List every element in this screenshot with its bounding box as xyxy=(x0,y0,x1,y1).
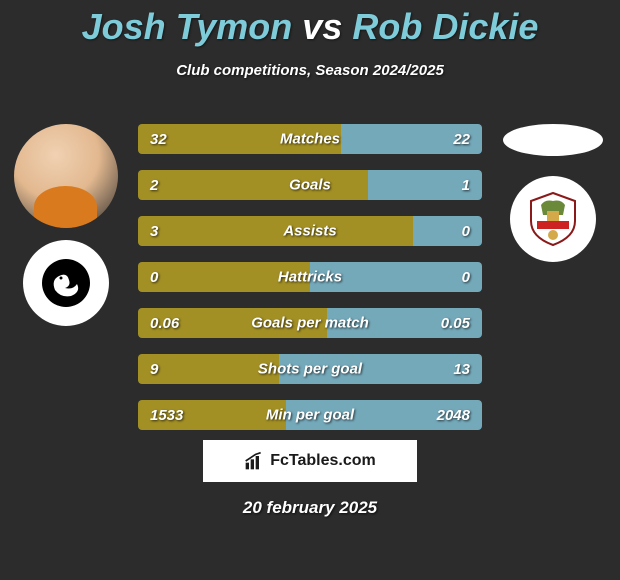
stat-right-value: 1 xyxy=(462,177,470,194)
stat-left-value: 3 xyxy=(150,223,158,240)
season-subtitle: Club competitions, Season 2024/2025 xyxy=(0,62,620,79)
stat-left-value: 0.06 xyxy=(150,315,179,332)
stat-row: 2 1 Goals xyxy=(138,170,482,200)
crest-icon xyxy=(525,191,581,247)
stat-row: 9 13 Shots per goal xyxy=(138,354,482,384)
player1-name: Josh Tymon xyxy=(82,6,293,47)
stat-label: Matches xyxy=(280,131,340,148)
stat-label: Goals xyxy=(289,177,331,194)
left-column xyxy=(8,124,123,326)
stat-left-value: 1533 xyxy=(150,407,183,424)
player1-photo xyxy=(14,124,118,228)
stat-left-value: 2 xyxy=(150,177,158,194)
stat-right-value: 0 xyxy=(462,269,470,286)
stat-row: 0 0 Hattricks xyxy=(138,262,482,292)
stat-label: Min per goal xyxy=(266,407,354,424)
swan-icon xyxy=(41,258,91,308)
player1-club-logo xyxy=(23,240,109,326)
stat-row: 3 0 Assists xyxy=(138,216,482,246)
chart-icon xyxy=(244,451,264,471)
stat-label: Assists xyxy=(283,223,336,240)
stat-row: 32 22 Matches xyxy=(138,124,482,154)
stat-left-value: 0 xyxy=(150,269,158,286)
stat-label: Hattricks xyxy=(278,269,342,286)
stat-row: 1533 2048 Min per goal xyxy=(138,400,482,430)
stat-left-value: 9 xyxy=(150,361,158,378)
stats-container: 32 22 Matches 2 1 Goals 3 0 Assists 0 0 Hattricks 0.… xyxy=(138,124,482,446)
right-column xyxy=(495,124,610,262)
footer-date: 20 february 2025 xyxy=(243,498,377,518)
player2-photo-placeholder xyxy=(503,124,603,156)
player2-club-logo xyxy=(510,176,596,262)
stat-row: 0.06 0.05 Goals per match xyxy=(138,308,482,338)
comparison-title: Josh Tymon vs Rob Dickie xyxy=(0,0,620,48)
stat-right-value: 22 xyxy=(453,131,470,148)
stat-right-value: 13 xyxy=(453,361,470,378)
stat-label: Shots per goal xyxy=(258,361,362,378)
footer-brand-text: FcTables.com xyxy=(270,452,376,470)
stat-right-value: 2048 xyxy=(437,407,470,424)
stat-right-value: 0.05 xyxy=(441,315,470,332)
stat-label: Goals per match xyxy=(251,315,369,332)
stat-left-value: 32 xyxy=(150,131,167,148)
player2-name: Rob Dickie xyxy=(352,6,538,47)
stat-right-value: 0 xyxy=(462,223,470,240)
title-vs: vs xyxy=(302,6,342,47)
footer-brand: FcTables.com xyxy=(203,440,417,482)
